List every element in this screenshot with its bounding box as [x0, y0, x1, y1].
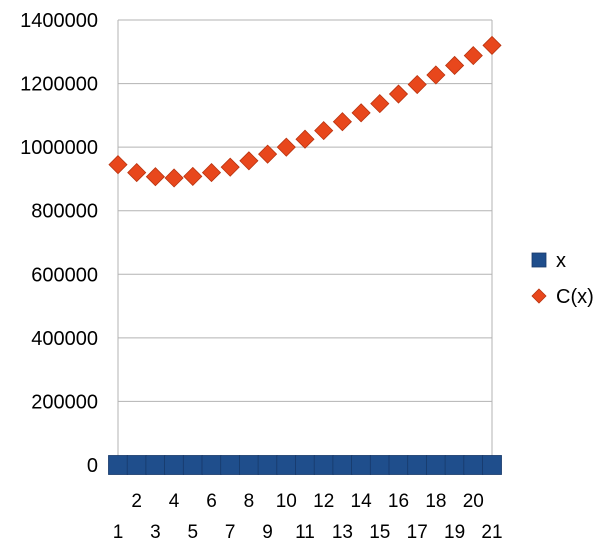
y-tick-label-600000: 600000 [31, 264, 98, 286]
x-tick-label-16: 16 [388, 491, 409, 512]
legend: x C(x) [531, 250, 594, 308]
x-tick-label-18: 18 [425, 491, 446, 512]
point-C(x)-2 [127, 163, 147, 183]
y-tick-label-1000000: 1000000 [20, 137, 98, 159]
point-x-8 [238, 455, 259, 475]
point-C(x)-18 [426, 65, 446, 85]
series-markers [108, 35, 502, 475]
point-x-15 [369, 455, 390, 475]
x-tick-label-17: 17 [407, 522, 428, 543]
x-tick-label-12: 12 [313, 491, 334, 512]
point-C(x)-19 [445, 55, 465, 76]
legend-marker-x [531, 252, 547, 268]
x-tick-label-3: 3 [150, 522, 161, 543]
x-tick-label-15: 15 [369, 522, 390, 543]
point-x-12 [313, 455, 334, 475]
point-x-19 [444, 455, 465, 475]
point-C(x)-4 [164, 168, 184, 188]
point-x-6 [201, 455, 222, 475]
point-C(x)-21 [482, 35, 502, 55]
point-C(x)-15 [370, 94, 390, 114]
x-tick-label-14: 14 [351, 491, 373, 512]
point-x-5 [182, 455, 203, 475]
x-tick-label-5: 5 [188, 522, 199, 543]
point-x-11 [295, 455, 315, 475]
point-C(x)-20 [463, 46, 483, 66]
x-tick-label-6: 6 [206, 491, 217, 512]
point-x-18 [425, 455, 446, 475]
x-tick-label-7: 7 [225, 522, 236, 543]
point-C(x)-17 [407, 74, 427, 95]
x-tick-label-13: 13 [332, 522, 353, 543]
point-x-20 [463, 455, 484, 475]
y-tick-label-800000: 800000 [31, 201, 98, 223]
x-tick-label-11: 11 [295, 522, 315, 543]
point-x-16 [388, 455, 409, 475]
point-C(x)-7 [220, 157, 240, 177]
plot-area [108, 19, 502, 475]
point-x-2 [126, 455, 147, 475]
gridlines [118, 19, 492, 402]
point-C(x)-13 [332, 112, 352, 132]
y-tick-label-200000: 200000 [31, 391, 98, 413]
point-x-1 [108, 455, 128, 475]
point-x-7 [220, 455, 241, 475]
x-tick-label-21: 21 [481, 522, 502, 543]
point-x-14 [351, 455, 372, 475]
point-C(x)-9 [258, 144, 278, 164]
point-C(x)-8 [239, 151, 259, 171]
point-C(x)-16 [388, 84, 409, 104]
x-tick-label-20: 20 [463, 491, 484, 512]
point-x-10 [276, 455, 297, 475]
x-tick-label-4: 4 [169, 491, 180, 512]
point-C(x)-1 [108, 155, 128, 175]
point-C(x)-3 [145, 167, 165, 187]
point-x-21 [482, 455, 502, 475]
point-x-13 [332, 455, 353, 475]
y-axis-tick-labels: 0 200000 400000 600000 800000 1000000 1200000 1… [20, 10, 98, 477]
x-tick-label-9: 9 [262, 522, 273, 543]
legend-marker-C(x) [531, 288, 547, 304]
point-x-17 [407, 455, 428, 475]
point-C(x)-12 [314, 121, 334, 141]
point-x-9 [257, 455, 278, 475]
x-tick-label-19: 19 [444, 522, 465, 543]
point-C(x)-11 [295, 129, 315, 149]
x-tick-label-10: 10 [276, 491, 297, 512]
point-C(x)-10 [276, 137, 296, 157]
point-C(x)-6 [201, 163, 222, 183]
point-C(x)-5 [183, 166, 203, 186]
point-C(x)-14 [351, 103, 371, 123]
y-tick-label-1400000: 1400000 [20, 10, 98, 32]
legend-label-x: x [556, 250, 566, 272]
legend-label-C(x): C(x) [556, 286, 594, 308]
y-tick-label-400000: 400000 [31, 328, 98, 350]
point-x-3 [145, 455, 166, 475]
x-tick-label-8: 8 [244, 491, 255, 512]
x-tick-label-1: 1 [113, 522, 124, 543]
y-tick-label-1200000: 1200000 [20, 74, 98, 96]
point-x-4 [164, 455, 185, 475]
y-tick-label-0: 0 [87, 455, 98, 477]
x-tick-label-2: 2 [131, 491, 142, 512]
